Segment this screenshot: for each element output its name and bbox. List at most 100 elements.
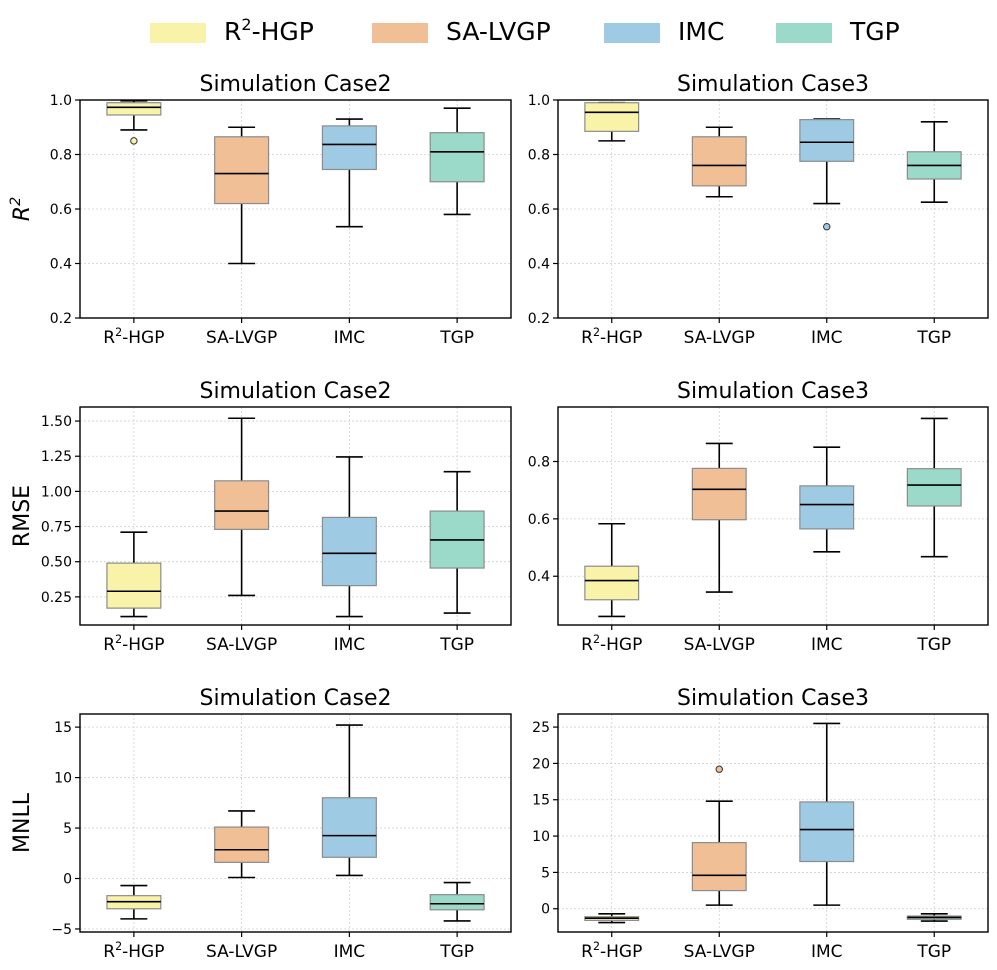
y-tick-label: 20	[532, 756, 550, 772]
box-IMC	[799, 446, 855, 553]
legend-swatch	[150, 23, 206, 43]
legend-swatch	[776, 23, 832, 43]
box-R2-HGP	[584, 101, 640, 142]
box-body	[584, 565, 640, 601]
box-body	[691, 467, 747, 521]
x-tick-label: R2-HGP	[581, 940, 642, 962]
x-tick-label: SA-LVGP	[206, 635, 277, 655]
axes-frame	[79, 713, 512, 933]
box-panel-5: 0 5 10 15 20 25 R2-HGP SA-LVGP IMC TGP Simulation …	[532, 686, 989, 962]
box-body	[799, 801, 855, 863]
box-body	[214, 480, 270, 530]
box-body	[106, 562, 162, 609]
box-IMC	[799, 118, 855, 231]
box-body	[321, 797, 377, 858]
x-tick-label: IMC	[811, 328, 843, 348]
y-tick-label: 15	[54, 720, 72, 736]
x-tick-label: TGP	[439, 635, 474, 655]
panel-title: Simulation Case2	[199, 686, 391, 711]
y-axis-label: R2	[8, 197, 35, 221]
y-tick-label: 1.00	[41, 484, 72, 500]
y-tick-label: 5	[63, 821, 72, 837]
box-SA-LVGP	[691, 126, 747, 198]
x-tick-label: SA-LVGP	[684, 328, 755, 348]
legend-label: R2-HGP	[224, 15, 314, 47]
box-SA-LVGP	[214, 126, 270, 265]
legend: R2-HGP SA-LVGP IMC TGP	[0, 0, 997, 62]
y-tick-label: 0.4	[528, 257, 550, 273]
x-tick-label: IMC	[334, 635, 366, 655]
box-IMC	[321, 724, 377, 877]
box-IMC	[799, 722, 855, 906]
box-body	[214, 826, 270, 863]
box-TGP	[429, 881, 485, 922]
box-panel-3: 0.4 0.6 0.8 R2-HGP SA-LVGP IMC TGP Simulation C…	[528, 379, 989, 655]
legend-swatch	[372, 23, 428, 43]
box-SA-LVGP	[691, 765, 747, 906]
legend-label: TGP	[850, 17, 900, 46]
y-tick-label: 0.2	[50, 311, 72, 327]
box-SA-LVGP	[214, 810, 270, 879]
y-axis-label: MNLL	[10, 792, 35, 853]
box-body	[584, 102, 640, 132]
legend-label: SA-LVGP	[446, 17, 551, 46]
box-IMC	[321, 456, 377, 618]
x-tick-label: IMC	[334, 328, 366, 348]
y-tick-label: 0	[63, 872, 72, 888]
y-tick-label: 25	[532, 720, 550, 736]
y-tick-label: 10	[54, 771, 72, 787]
box-panel-1: 0.2 0.4 0.6 0.8 1.0 R2-HGP SA-LVGP IMC TGP Simula…	[528, 72, 989, 348]
x-tick-label: IMC	[811, 942, 843, 962]
panel-title: Simulation Case3	[677, 72, 869, 97]
y-tick-label: 0.2	[528, 311, 550, 327]
box-SA-LVGP	[214, 417, 270, 597]
x-tick-label: R2-HGP	[103, 326, 164, 348]
x-tick-label: TGP	[439, 942, 474, 962]
flier-point	[823, 223, 831, 231]
x-tick-label: R2-HGP	[103, 940, 164, 962]
y-tick-label: 0.6	[50, 202, 72, 218]
y-tick-label: 15	[532, 793, 550, 809]
x-tick-label: IMC	[334, 942, 366, 962]
x-tick-label: SA-LVGP	[206, 328, 277, 348]
box-TGP	[906, 913, 962, 922]
flier-point	[130, 137, 138, 145]
box-R2-HGP	[106, 531, 162, 618]
y-tick-label: 0.6	[528, 512, 550, 528]
x-tick-label: TGP	[916, 328, 951, 348]
x-tick-label: SA-LVGP	[684, 635, 755, 655]
y-tick-label: 0.6	[528, 202, 550, 218]
y-tick-label: 0	[541, 902, 550, 918]
panel-title: Simulation Case2	[199, 379, 391, 404]
box-body	[429, 132, 485, 183]
legend-label: IMC	[678, 17, 725, 46]
x-tick-label: R2-HGP	[581, 326, 642, 348]
y-tick-label: 0.8	[528, 148, 550, 164]
flier-point	[715, 765, 723, 773]
box-R2-HGP	[584, 913, 640, 924]
box-body	[906, 468, 962, 507]
box-body	[321, 125, 377, 171]
y-tick-label: 1.25	[41, 449, 72, 465]
box-body	[799, 119, 855, 162]
y-tick-label: 10	[532, 829, 550, 845]
box-IMC	[321, 118, 377, 228]
box-body	[429, 894, 485, 911]
box-body	[214, 136, 270, 205]
x-tick-label: TGP	[916, 942, 951, 962]
box-R2-HGP	[106, 100, 162, 145]
y-tick-label: 0.4	[50, 257, 72, 273]
legend-swatch	[604, 23, 660, 43]
panel-title: Simulation Case3	[677, 686, 869, 711]
x-tick-label: R2-HGP	[103, 633, 164, 655]
y-tick-label: 1.50	[41, 414, 72, 430]
box-panel-2: 0.25 0.50 0.75 1.00 1.25 1.50 R2-HGP SA-LVGP IMC…	[10, 379, 512, 655]
y-tick-label: 5	[541, 865, 550, 881]
y-tick-label: 0.50	[41, 555, 72, 571]
y-tick-label: 0.4	[528, 569, 550, 585]
panel-title: Simulation Case2	[199, 72, 391, 97]
box-TGP	[906, 121, 962, 203]
axes-frame	[79, 406, 512, 626]
y-tick-label: 1.0	[50, 93, 72, 109]
x-tick-label: TGP	[439, 328, 474, 348]
